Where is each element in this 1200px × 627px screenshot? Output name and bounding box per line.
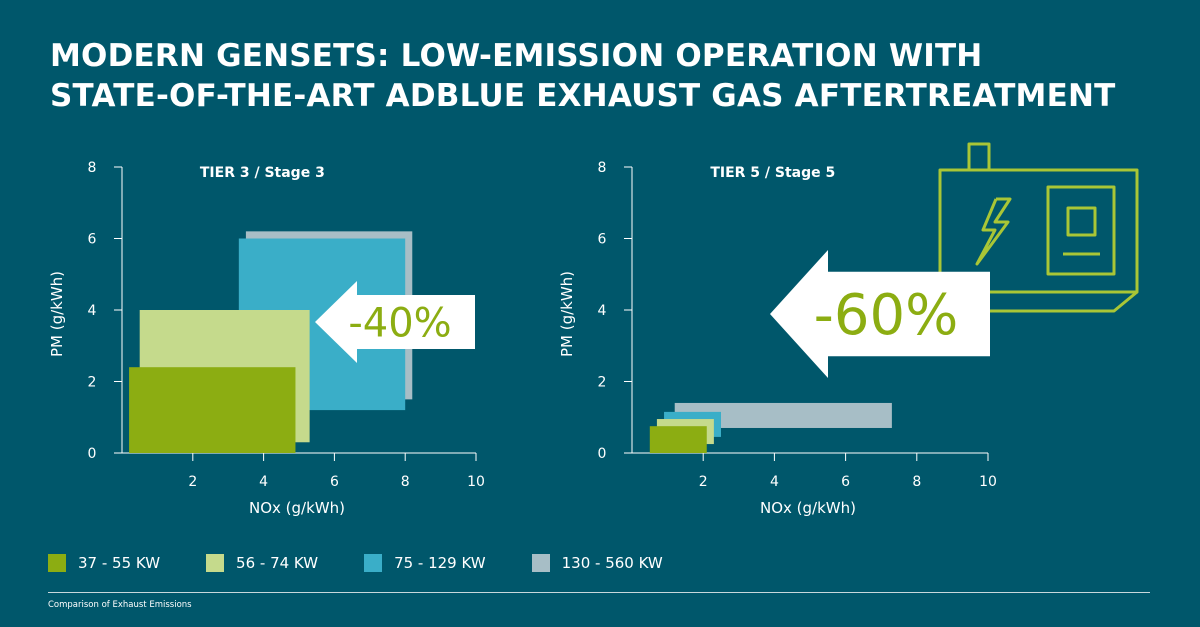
legend-item: 75 - 129 KW (364, 554, 486, 572)
x-tick-label: 4 (770, 474, 779, 490)
chart-tier3: 0 2 4 6 8 2 4 6 8 10 NOx (g/kWh) PM (g/kWh) TIER 3 /… (48, 160, 485, 517)
reduction-arrow (315, 281, 475, 363)
y-tick-label: 4 (598, 303, 607, 319)
legend-item: 56 - 74 KW (206, 554, 318, 572)
y-tick-label: 2 (88, 375, 97, 391)
x-tick-label: 2 (188, 474, 197, 490)
legend-label: 56 - 74 KW (236, 554, 319, 572)
x-tick-label: 6 (330, 474, 339, 490)
legend-item: 37 - 55 KW (48, 554, 160, 572)
x-tick-label: 8 (912, 474, 921, 490)
reduction-label: -40% (348, 300, 451, 346)
x-axis-label: NOx (g/kWh) (760, 499, 856, 517)
x-axis-label: NOx (g/kWh) (249, 499, 345, 517)
x-tick-label: 6 (841, 474, 850, 490)
legend-label: 130 - 560 KW (561, 554, 663, 572)
y-tick-label: 6 (88, 232, 97, 248)
title-line-1: MODERN GENSETS: LOW-EMISSION OPERATION W… (50, 38, 983, 74)
legend-item: 130 - 560 KW (531, 554, 663, 572)
y-tick-label: 8 (88, 160, 97, 176)
x-tick-label: 10 (979, 474, 997, 490)
x-tick-label: 4 (259, 474, 268, 490)
y-tick-label: 8 (598, 160, 607, 176)
reduction-label: -60% (814, 283, 959, 348)
x-tick-label: 8 (401, 474, 410, 490)
footer-divider (48, 592, 1150, 593)
y-tick-label: 0 (88, 446, 97, 462)
legend-swatch (48, 554, 66, 572)
legend: 37 - 55 KW 56 - 74 KW 75 - 129 KW 130 - … (48, 554, 709, 572)
legend-label: 75 - 129 KW (394, 554, 486, 572)
x-tick-label: 10 (467, 474, 485, 490)
y-tick-label: 2 (598, 375, 607, 391)
title-line-2: STATE-OF-THE-ART ADBLUE EXHAUST GAS AFTE… (50, 78, 1116, 114)
chart-title: TIER 5 / Stage 5 (710, 165, 835, 181)
y-tick-label: 0 (598, 446, 607, 462)
y-axis-label: PM (g/kWh) (48, 271, 66, 357)
chart-title: TIER 3 / Stage 3 (200, 165, 325, 181)
legend-swatch (364, 554, 383, 572)
footer-caption: Comparison of Exhaust Emissions (48, 600, 192, 610)
legend-swatch (206, 554, 225, 572)
legend-swatch (531, 554, 550, 572)
legend-label: 37 - 55 KW (78, 554, 161, 572)
reduction-arrow (770, 250, 990, 378)
region-rect (129, 367, 296, 453)
y-tick-label: 6 (598, 232, 607, 248)
y-axis-label: PM (g/kWh) (558, 271, 576, 357)
y-tick-label: 4 (88, 303, 97, 319)
x-tick-label: 2 (699, 474, 708, 490)
chart-tier5: 0 2 4 6 8 2 4 6 8 10 NOx (g/kWh) PM (g/kWh) TIER 5 /… (558, 160, 997, 517)
page-title: MODERN GENSETS: LOW-EMISSION OPERATION W… (50, 36, 1115, 116)
region-rect (649, 426, 707, 453)
